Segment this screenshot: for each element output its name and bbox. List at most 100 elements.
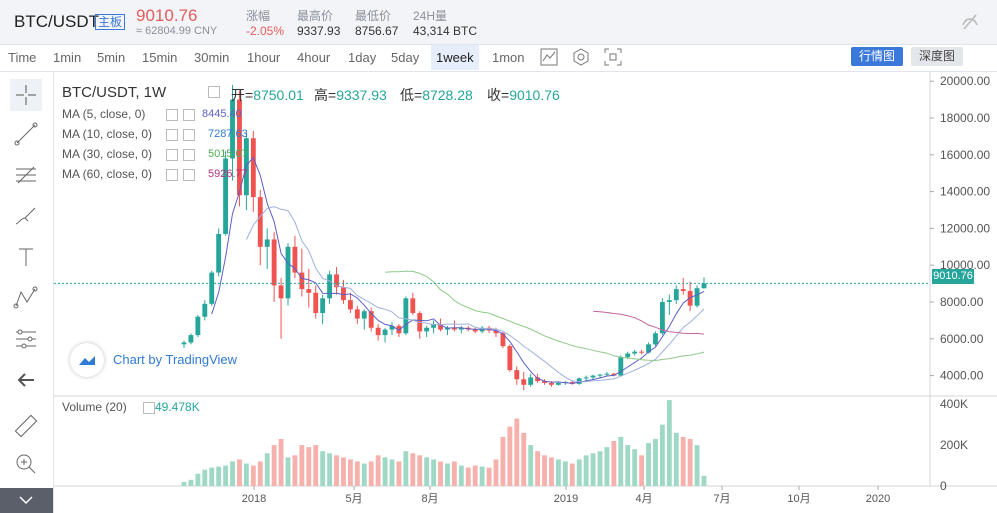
tradingview-brand[interactable]: Chart by TradingView xyxy=(113,352,238,367)
brush-icon[interactable] xyxy=(12,202,40,230)
tf-time[interactable]: Time xyxy=(8,50,37,65)
settings-gear-icon[interactable] xyxy=(572,48,590,66)
tf-30min[interactable]: 30min xyxy=(194,50,230,65)
volume-bar xyxy=(389,459,395,486)
tf-15min[interactable]: 15min xyxy=(142,50,178,65)
price-tick-label: 8000.00 xyxy=(940,295,984,309)
volume-bar xyxy=(542,455,547,486)
chart-title: BTC/USDT, 1W xyxy=(62,84,167,101)
stat-label-volume: 24H量 xyxy=(413,9,448,23)
ma60-close-icon[interactable] xyxy=(183,169,195,181)
candle-body xyxy=(195,316,201,336)
candle-body xyxy=(368,311,374,328)
volume-bar xyxy=(694,445,700,486)
pattern-icon[interactable] xyxy=(12,284,40,312)
ma10-settings-icon[interactable] xyxy=(166,129,178,141)
ma30-legend[interactable]: MA (30, close, 0) xyxy=(62,147,153,161)
volume-bar xyxy=(445,463,450,486)
candle-body xyxy=(555,382,561,385)
price-tick-label: 6000.00 xyxy=(940,332,984,346)
candlestick-chart[interactable]: 20000.00 18000.00 16000.00 14000.00 12000.00… xyxy=(54,72,997,513)
volume-bar xyxy=(292,455,298,486)
candle-body xyxy=(299,272,305,290)
market-chart-button[interactable]: 行情图 xyxy=(851,47,904,66)
candle-body xyxy=(257,197,263,247)
tradingview-logo[interactable] xyxy=(70,343,104,377)
ma5-settings-icon[interactable] xyxy=(166,109,178,121)
volume-settings-icon[interactable] xyxy=(143,402,155,414)
fib-tools-icon[interactable] xyxy=(12,161,40,189)
ma5-close-icon[interactable] xyxy=(183,109,195,121)
chart-settings-icon[interactable] xyxy=(208,86,220,98)
ma30-close-icon[interactable] xyxy=(183,149,195,161)
volume-bar xyxy=(299,445,305,486)
candle-body xyxy=(694,288,700,306)
top-bar: BTC/USDT 主板 9010.76 ≈ 62804.99 CNY 涨幅 -2… xyxy=(0,0,997,45)
indicators-icon[interactable] xyxy=(540,48,558,66)
candle-body xyxy=(583,377,589,379)
volume-bar xyxy=(375,455,381,486)
tf-1mon[interactable]: 1mon xyxy=(492,50,525,65)
candle-body xyxy=(334,274,339,288)
candle-body xyxy=(514,370,520,380)
stat-label-high: 最高价 xyxy=(297,9,334,23)
fullscreen-icon[interactable] xyxy=(604,48,622,66)
last-price-label: 9010.76 xyxy=(932,269,974,284)
candle-body xyxy=(209,272,215,304)
crosshair-icon[interactable] xyxy=(10,79,42,111)
volume-bar xyxy=(472,465,478,486)
candle-body xyxy=(389,325,395,330)
volume-value: 49.478K xyxy=(155,400,200,414)
volume-bar xyxy=(639,455,645,486)
trend-line-icon[interactable] xyxy=(12,120,40,148)
volume-bar xyxy=(354,461,360,486)
tf-1hour[interactable]: 1hour xyxy=(247,50,281,65)
volume-tick-label: 0 xyxy=(940,479,947,493)
zoom-in-icon[interactable] xyxy=(12,450,40,478)
volume-bar xyxy=(341,457,346,486)
hide-chart-icon[interactable] xyxy=(960,12,980,32)
depth-chart-button[interactable]: 深度图 xyxy=(911,47,964,66)
tf-1week[interactable]: 1week xyxy=(431,45,479,70)
volume-bar xyxy=(368,461,374,486)
stat-label-low: 最低价 xyxy=(355,9,392,23)
tf-5min[interactable]: 5min xyxy=(97,50,126,65)
ruler-icon[interactable] xyxy=(12,412,40,440)
ma30-settings-icon[interactable] xyxy=(166,149,178,161)
volume-bar xyxy=(549,457,554,486)
drawing-toolbar xyxy=(0,72,54,513)
ma10-close-icon[interactable] xyxy=(183,129,195,141)
volume-bar xyxy=(666,400,672,486)
ma60-settings-icon[interactable] xyxy=(166,169,178,181)
volume-bar xyxy=(659,424,665,486)
candle-body xyxy=(361,311,367,319)
candle-body xyxy=(347,300,353,310)
candle-body xyxy=(604,373,610,375)
candle-body xyxy=(396,325,402,334)
price-tick-label: 16000.00 xyxy=(940,148,990,162)
volume-bar xyxy=(216,466,222,486)
ma30-line xyxy=(385,270,705,362)
stat-label-change: 涨幅 xyxy=(246,9,271,23)
volume-bar xyxy=(680,436,686,486)
ma10-legend[interactable]: MA (10, close, 0) xyxy=(62,127,153,141)
collapse-chevron-icon[interactable] xyxy=(0,488,53,513)
candle-body xyxy=(542,381,547,383)
ma60-legend[interactable]: MA (60, close, 0) xyxy=(62,167,153,181)
back-arrow-icon[interactable] xyxy=(12,366,40,394)
tf-1min[interactable]: 1min xyxy=(53,50,82,65)
ma5-legend[interactable]: MA (5, close, 0) xyxy=(62,107,146,121)
tf-1day[interactable]: 1day xyxy=(348,50,377,65)
volume-bar xyxy=(569,463,575,486)
candle-body xyxy=(680,289,686,291)
volume-bar xyxy=(396,461,402,486)
text-tool-icon[interactable] xyxy=(12,243,40,271)
volume-bar xyxy=(583,455,589,486)
candle-body xyxy=(223,158,229,234)
tf-4hour[interactable]: 4hour xyxy=(297,50,331,65)
candle-body xyxy=(188,335,194,343)
volume-bar xyxy=(431,459,437,486)
measure-icon[interactable] xyxy=(12,325,40,353)
tf-5day[interactable]: 5day xyxy=(391,50,420,65)
tradingview-cloud-icon xyxy=(79,356,95,365)
